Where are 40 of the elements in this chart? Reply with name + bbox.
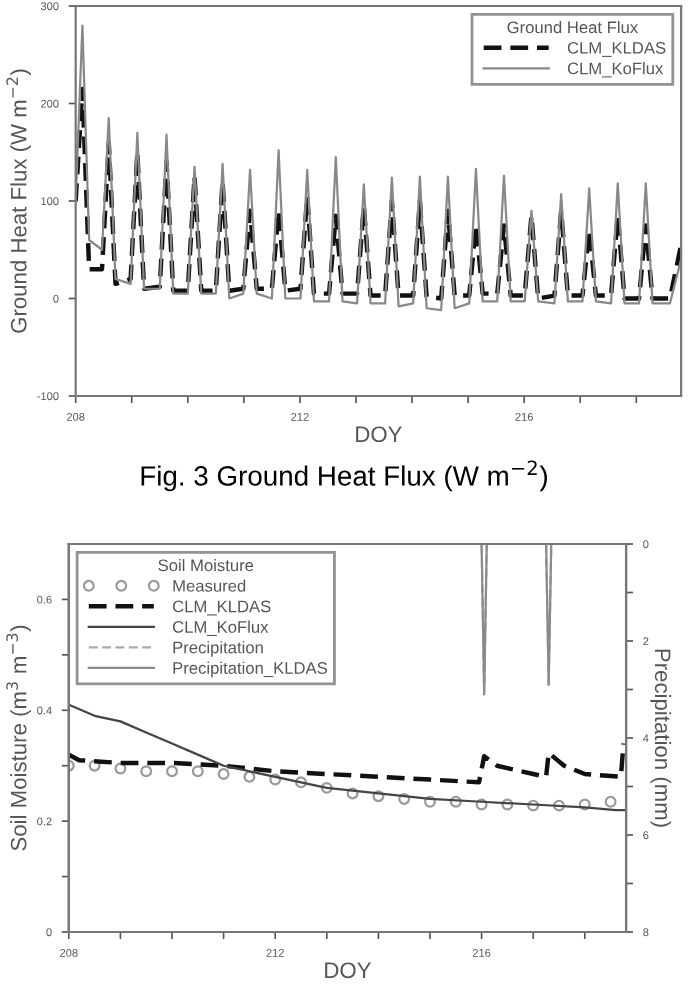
point bbox=[475, 798, 488, 811]
line-series bbox=[75, 86, 682, 301]
point bbox=[501, 798, 514, 811]
point bbox=[140, 765, 153, 778]
point bbox=[553, 799, 565, 812]
point bbox=[346, 787, 359, 800]
point bbox=[320, 781, 333, 794]
point bbox=[372, 790, 385, 803]
legend-label: CLM_KLDAS bbox=[172, 600, 271, 616]
legend-label: Precipitation bbox=[173, 641, 263, 657]
legend-label: CLM_KoFlux bbox=[172, 620, 269, 636]
legend-label: Measured bbox=[173, 579, 246, 592]
legend-label: CLM_KoFlux bbox=[567, 62, 664, 78]
point bbox=[217, 768, 230, 780]
point bbox=[604, 795, 617, 808]
point bbox=[114, 762, 127, 775]
point bbox=[449, 795, 462, 808]
point bbox=[269, 773, 282, 786]
legend-label: CLM_KLDAS bbox=[567, 41, 666, 57]
point bbox=[191, 765, 204, 778]
legend-title: Soil Moisture bbox=[158, 559, 254, 572]
legend-title: Ground Heat Flux bbox=[507, 21, 638, 34]
line-series bbox=[75, 24, 682, 312]
point bbox=[527, 799, 540, 812]
point bbox=[578, 798, 591, 811]
point bbox=[398, 793, 411, 805]
line-series bbox=[68, 703, 627, 812]
y-axis-title: Ground Heat Flux (W m$^{−2}$) bbox=[6, 69, 31, 333]
point bbox=[88, 759, 101, 772]
point bbox=[295, 776, 307, 789]
y2-axis-title: Precipitation (mm) bbox=[650, 649, 672, 827]
x-axis-title: DOY bbox=[325, 962, 372, 979]
point bbox=[424, 795, 436, 808]
point bbox=[243, 770, 256, 783]
x-axis-title: DOY bbox=[356, 426, 402, 443]
y-axis-title: Soil Moisture (m$^{3}$ m$^{−3}$) bbox=[6, 625, 31, 851]
point bbox=[166, 765, 178, 778]
caption: Fig. 3 Ground Heat Flux (W m$^{−2}$) bbox=[141, 460, 547, 492]
legend-label: Precipitation_KLDAS bbox=[173, 661, 328, 678]
line-series bbox=[68, 741, 626, 785]
